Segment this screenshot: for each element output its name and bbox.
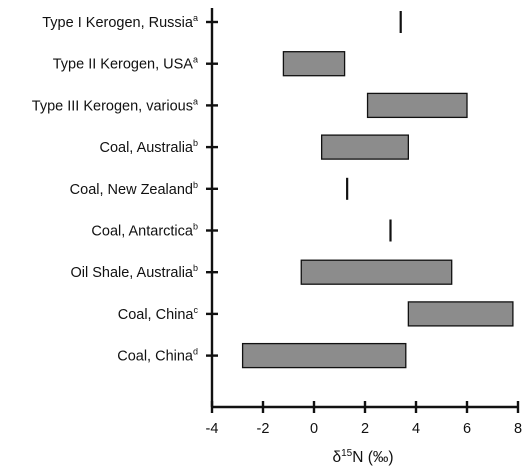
category-label: Coal, Antarcticab: [91, 222, 198, 240]
category-label-sup: a: [193, 13, 198, 23]
category-label-text: Coal, Australia: [99, 140, 193, 156]
range-bar: [241, 342, 407, 369]
category-label-text: Coal, China: [117, 349, 194, 365]
category-label-text: Type III Kerogen, various: [32, 98, 193, 114]
category-label: Oil Shale, Australiab: [70, 263, 198, 281]
x-axis-label-rest: N (‰): [352, 449, 393, 466]
category-label-text: Coal, Antarctica: [91, 224, 193, 240]
category-label-text: Oil Shale, Australia: [70, 265, 193, 281]
category-label-sup: b: [193, 138, 198, 148]
x-tick-label: 4: [412, 421, 420, 437]
category-label-text: Type I Kerogen, Russia: [42, 15, 194, 31]
x-tick-label: 0: [310, 421, 318, 437]
range-bar: [407, 301, 514, 327]
range-bar: [320, 134, 409, 160]
category-label-sup: a: [193, 55, 198, 65]
x-tick-label: 2: [361, 421, 369, 437]
category-label: Type I Kerogen, Russiaa: [42, 13, 198, 31]
category-label: Type II Kerogen, USAa: [53, 55, 198, 73]
category-label-sup: a: [193, 96, 198, 106]
category-label-text: Coal, New Zealand: [70, 182, 193, 198]
x-tick-label: -4: [206, 421, 219, 437]
category-label-sup: c: [194, 305, 199, 315]
category-label: Coal, Chinad: [117, 347, 198, 365]
x-tick-label: -2: [257, 421, 270, 437]
category-label: Type III Kerogen, variousa: [32, 96, 198, 114]
category-label: Coal, Australiab: [99, 138, 198, 156]
category-label-text: Type II Kerogen, USA: [53, 57, 194, 73]
category-label-sup: b: [193, 263, 198, 273]
x-axis-label-sup: 15: [341, 448, 353, 459]
category-label: Coal, New Zealandb: [70, 180, 198, 198]
category-label-sup: d: [193, 347, 198, 357]
range-bar: [366, 92, 468, 119]
category-label: Coal, Chinac: [118, 305, 199, 323]
range-bar: [282, 51, 346, 77]
range-bar: [300, 259, 453, 285]
x-tick-label: 8: [514, 421, 522, 437]
category-label-text: Coal, China: [118, 307, 195, 323]
category-label-sup: b: [193, 180, 198, 190]
x-axis-ticks: -4 -2 0 2 4 6 8: [206, 401, 522, 437]
category-label-sup: b: [193, 222, 198, 232]
x-axis-label-base: δ: [332, 449, 341, 466]
x-axis-label: δ15N (‰): [332, 448, 393, 466]
x-tick-label: 6: [463, 421, 471, 437]
range-bars: [206, 11, 514, 369]
